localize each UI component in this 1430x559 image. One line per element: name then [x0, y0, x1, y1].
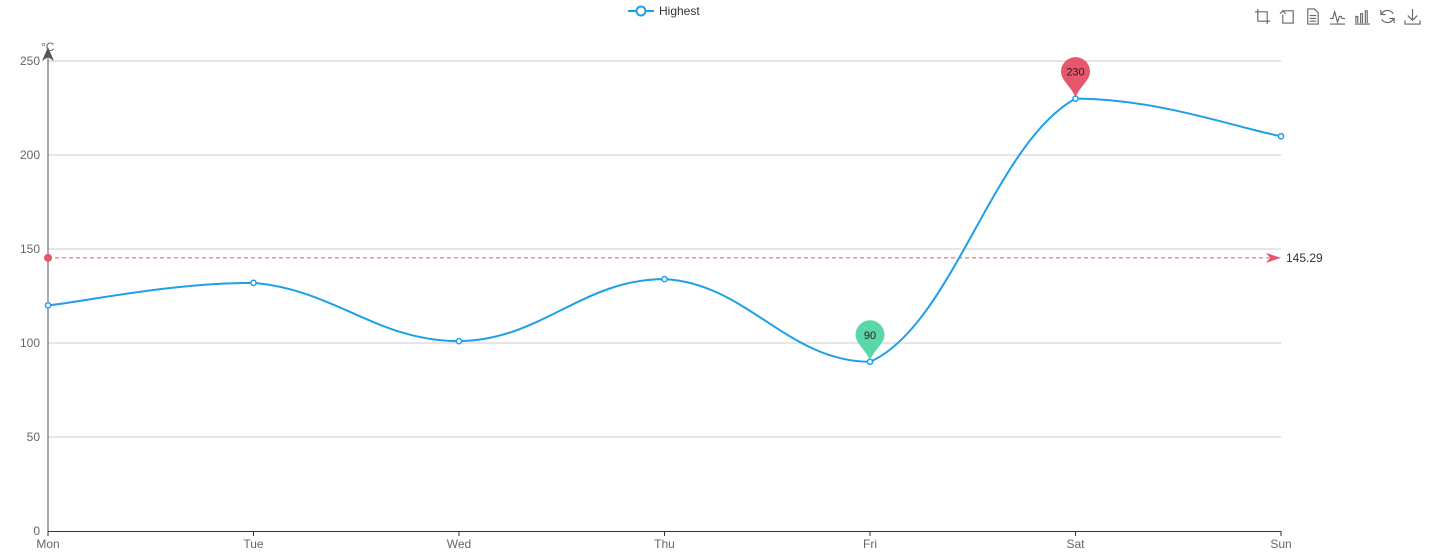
data-point [1277, 132, 1285, 140]
data-point [250, 279, 257, 287]
y-tick-label: 150 [20, 242, 40, 256]
x-tick-label: Mon [36, 537, 59, 551]
y-tick-label: 250 [20, 54, 40, 68]
mark-line-start-dot [44, 253, 52, 262]
data-view-icon[interactable] [1303, 7, 1322, 26]
mark-point-pin [1061, 57, 1090, 98]
data-point [455, 337, 463, 345]
legend-label: Highest [659, 4, 700, 18]
legend-item-highest[interactable]: Highest [628, 4, 700, 18]
toolbox [1253, 7, 1422, 26]
y-tick-label: 100 [20, 336, 40, 350]
mark-point-label: 90 [864, 330, 876, 342]
bar-chart-icon[interactable] [1353, 7, 1372, 26]
x-tick-label: Thu [654, 537, 675, 551]
y-tick-label: 200 [20, 148, 40, 162]
crop-zoom-icon[interactable] [1253, 7, 1272, 26]
line-chart-icon[interactable] [1328, 7, 1347, 26]
zoom-reset-icon[interactable] [1278, 7, 1297, 26]
save-image-icon[interactable] [1403, 7, 1422, 26]
mark-point-label: 230 [1066, 67, 1084, 79]
series-line-highest [47, 97, 1282, 363]
x-tick-label: Sat [1066, 537, 1085, 551]
y-tick-label: 0 [33, 524, 40, 538]
mark-line-end-arrow [1266, 252, 1281, 263]
mark-point-pin [855, 320, 885, 361]
legend-line-icon [628, 5, 654, 17]
data-point [44, 302, 52, 309]
y-axis-arrow [42, 47, 54, 61]
x-tick-label: Tue [243, 537, 264, 551]
data-point [661, 275, 668, 283]
restore-icon[interactable] [1378, 7, 1397, 26]
mark-line-label: 145.29 [1286, 251, 1323, 265]
y-tick-label: 50 [27, 430, 41, 444]
x-tick-label: Sun [1270, 537, 1291, 551]
y-axis-unit-label: °C [41, 40, 55, 54]
x-tick-label: Fri [863, 537, 877, 551]
x-tick-label: Wed [447, 537, 471, 551]
